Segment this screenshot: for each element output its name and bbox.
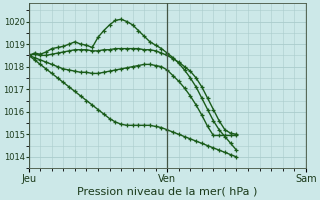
- X-axis label: Pression niveau de la mer( hPa ): Pression niveau de la mer( hPa ): [77, 187, 257, 197]
